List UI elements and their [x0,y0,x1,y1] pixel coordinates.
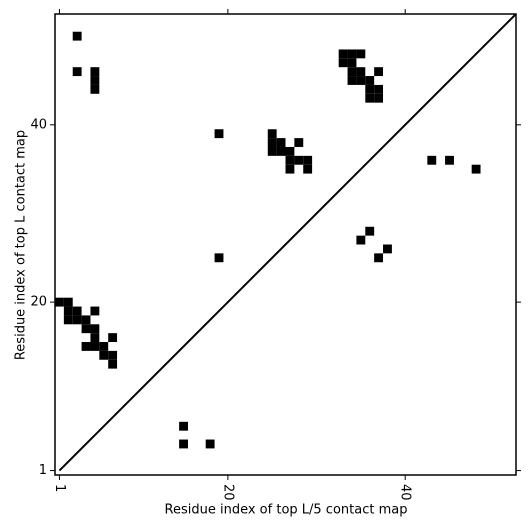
point [471,164,481,174]
point [374,84,384,94]
point [294,155,304,165]
point [276,146,286,156]
point [81,324,91,334]
point [90,342,100,351]
point [99,350,109,360]
y-axis-label: Residue index of top L contact map [14,130,29,360]
point [81,315,91,325]
point [285,155,295,165]
point [303,155,313,165]
x-tick-label: 40 [398,484,413,501]
point [356,235,366,245]
point [356,67,366,77]
x-tick-label: 1 [52,484,67,492]
point [90,333,100,343]
point [267,146,277,156]
point [356,49,366,59]
point [63,297,73,307]
point [90,76,100,85]
point [63,306,73,316]
point [108,359,118,369]
point [294,138,304,147]
point [72,315,82,325]
point [214,129,224,139]
point [374,67,384,77]
point [108,333,118,343]
point [267,129,277,139]
point [214,253,224,263]
point [72,67,82,77]
point [374,93,384,103]
plot-frame [54,13,517,476]
point [365,84,375,94]
point [108,350,118,360]
point [347,67,357,77]
point [90,67,100,77]
point [285,146,295,156]
point [179,421,188,431]
point [356,76,366,85]
point [347,58,357,68]
point [285,164,295,174]
y-tick-label: 40 [30,117,47,132]
point [338,49,348,59]
point [90,306,100,316]
point [99,342,109,351]
point [81,342,91,351]
point [338,58,348,68]
point [63,315,73,325]
point [347,49,357,59]
point [303,164,313,174]
point [276,138,286,147]
y-tick-label: 1 [39,463,47,478]
point [72,31,82,41]
point [72,306,82,316]
point [90,324,100,334]
point [365,93,375,103]
point [374,253,384,263]
point [55,297,64,307]
x-axis-label: Residue index of top L/5 contact map [165,503,408,518]
point [205,439,215,449]
x-tick-label: 20 [220,484,235,501]
y-tick-label: 20 [30,295,47,310]
point [365,76,375,85]
point [90,84,100,94]
point [179,439,188,449]
point [383,244,392,254]
point [365,226,375,236]
point [347,76,357,85]
point [267,138,277,147]
diagonal [58,13,517,472]
point [427,155,437,165]
point [445,155,454,165]
